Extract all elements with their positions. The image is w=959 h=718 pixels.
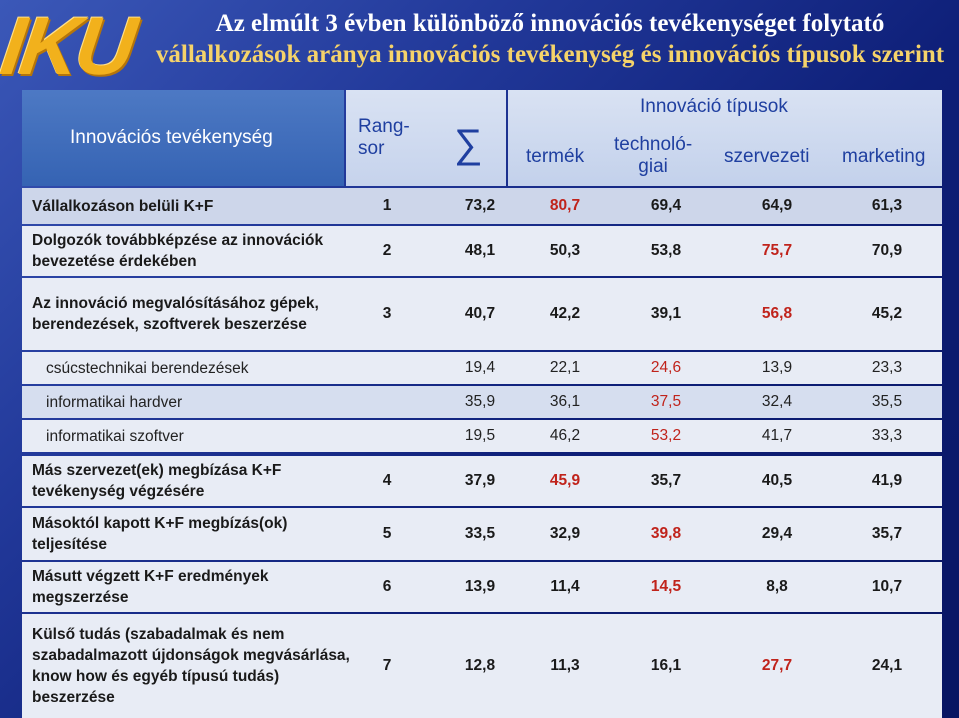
cell-mark: 45,2 bbox=[871, 305, 903, 322]
table-row: Másutt végzett K+F eredmények megszerzés… bbox=[22, 562, 942, 612]
row-label: Másutt végzett K+F eredmények megszerzés… bbox=[32, 568, 269, 606]
table-row: Vállalkozáson belüli K+F 1 73,2 80,7 69,4 64,… bbox=[22, 188, 942, 224]
cell-sum: 73,2 bbox=[464, 197, 496, 214]
cell-mark: 24,1 bbox=[871, 657, 903, 674]
cell-termek: 46,2 bbox=[549, 427, 581, 444]
row-label: Dolgozók továbbképzése az innovációk bev… bbox=[32, 232, 324, 270]
cell-tech: 53,8 bbox=[650, 242, 682, 259]
cell-tech: 14,5 bbox=[650, 578, 682, 595]
cell-termek: 80,7 bbox=[549, 197, 581, 214]
table-row: informatikai szoftver 19,5 46,2 53,2 41,7 33,… bbox=[22, 420, 942, 452]
cell-sum: 13,9 bbox=[464, 578, 496, 595]
cell-sum: 48,1 bbox=[464, 242, 496, 259]
cell-rank: 1 bbox=[382, 197, 392, 214]
cell-szerv: 41,7 bbox=[761, 427, 793, 444]
cell-sum: 19,4 bbox=[464, 359, 496, 376]
cell-sum: 12,8 bbox=[464, 657, 496, 674]
cell-tech: 69,4 bbox=[650, 197, 682, 214]
cell-rank: 7 bbox=[382, 657, 392, 674]
cell-sum: 35,9 bbox=[464, 393, 496, 410]
cell-mark: 61,3 bbox=[871, 197, 903, 214]
cell-szerv: 64,9 bbox=[761, 197, 793, 214]
cell-tech: 35,7 bbox=[650, 472, 682, 489]
cell-termek: 32,9 bbox=[549, 525, 581, 542]
cell-rank: 5 bbox=[382, 525, 392, 542]
cell-szerv: 29,4 bbox=[761, 525, 793, 542]
iku-logo: IKU bbox=[0, 1, 138, 92]
cell-szerv: 27,7 bbox=[761, 657, 793, 674]
cell-szerv: 75,7 bbox=[761, 242, 793, 259]
cell-mark: 35,7 bbox=[871, 525, 903, 542]
cell-termek: 11,3 bbox=[550, 657, 580, 674]
header-activity-cell: Innovációs tevékenység bbox=[22, 90, 344, 186]
cell-rank: 4 bbox=[382, 472, 392, 489]
table-row: Az innováció megvalósításához gépek, ber… bbox=[22, 278, 942, 350]
cell-rank: 2 bbox=[382, 242, 392, 259]
cell-termek: 50,3 bbox=[549, 242, 581, 259]
cell-mark: 41,9 bbox=[871, 472, 903, 489]
cell-rank: 3 bbox=[382, 305, 392, 322]
header-innovation-types: Innováció típusok bbox=[640, 96, 788, 117]
cell-tech: 53,2 bbox=[650, 427, 682, 444]
row-label: Külső tudás (szabadalmak és nem szabadal… bbox=[32, 626, 350, 706]
cell-mark: 35,5 bbox=[871, 393, 903, 410]
cell-szerv: 8,8 bbox=[766, 578, 788, 595]
cell-termek: 36,1 bbox=[549, 393, 581, 410]
row-label: Vállalkozáson belüli K+F bbox=[32, 197, 214, 215]
cell-tech: 39,1 bbox=[650, 305, 682, 322]
cell-sum: 37,9 bbox=[464, 472, 496, 489]
cell-rank bbox=[367, 386, 407, 418]
title-line-2: vállalkozások aránya innovációs tevékeny… bbox=[155, 41, 945, 68]
table-row: csúcstechnikai berendezések 19,4 22,1 24,6 1… bbox=[22, 352, 942, 384]
cell-szerv: 13,9 bbox=[761, 359, 793, 376]
row-label: Másoktól kapott K+F megbízás(ok) teljesí… bbox=[32, 515, 288, 553]
cell-rank bbox=[367, 420, 407, 452]
cell-sum: 33,5 bbox=[464, 525, 496, 542]
table-row: Külső tudás (szabadalmak és nem szabadal… bbox=[22, 614, 942, 718]
cell-mark: 10,7 bbox=[871, 578, 903, 595]
header-technologiai: technoló- giai bbox=[614, 134, 693, 177]
row-label: informatikai szoftver bbox=[46, 427, 184, 445]
table-row: Más szervezet(ek) megbízása K+F tevékeny… bbox=[22, 456, 942, 506]
cell-szerv: 56,8 bbox=[761, 305, 793, 322]
header-types-cell: Innováció típusok termék technoló- giai … bbox=[508, 90, 942, 186]
row-label: csúcstechnikai berendezések bbox=[46, 359, 249, 377]
cell-szerv: 32,4 bbox=[761, 393, 793, 410]
table-row: Másoktól kapott K+F megbízás(ok) teljesí… bbox=[22, 508, 942, 560]
cell-tech: 24,6 bbox=[650, 359, 682, 376]
cell-mark: 23,3 bbox=[871, 359, 903, 376]
cell-termek: 42,2 bbox=[549, 305, 581, 322]
cell-mark: 70,9 bbox=[871, 242, 903, 259]
cell-tech: 16,1 bbox=[650, 657, 682, 674]
row-label: informatikai hardver bbox=[46, 393, 183, 411]
cell-termek: 11,4 bbox=[550, 578, 580, 595]
cell-termek: 22,1 bbox=[549, 359, 581, 376]
header-marketing: marketing bbox=[842, 146, 926, 167]
cell-tech: 39,8 bbox=[650, 525, 682, 542]
header-termek: termék bbox=[526, 146, 585, 167]
cell-szerv: 40,5 bbox=[761, 472, 793, 489]
cell-termek: 45,9 bbox=[549, 472, 581, 489]
row-label: Az innováció megvalósításához gépek, ber… bbox=[32, 295, 319, 333]
row-label: Más szervezet(ek) megbízása K+F tevékeny… bbox=[32, 462, 282, 500]
innovation-table: Innovációs tevékenység Rang- sor ∑ Innov… bbox=[22, 90, 942, 718]
table-row: informatikai hardver 35,9 36,1 37,5 32,4 35,5 bbox=[22, 386, 942, 418]
cell-tech: 37,5 bbox=[650, 393, 682, 410]
header-szervezeti: szervezeti bbox=[724, 146, 810, 167]
cell-rank bbox=[367, 352, 407, 384]
header-activity: Innovációs tevékenység bbox=[70, 127, 273, 148]
header-rank-sum-cell: Rang- sor ∑ bbox=[346, 90, 506, 186]
table-row: Dolgozók továbbképzése az innovációk bev… bbox=[22, 226, 942, 276]
cell-rank: 6 bbox=[382, 578, 392, 595]
cell-sum: 19,5 bbox=[464, 427, 496, 444]
cell-sum: 40,7 bbox=[464, 305, 496, 322]
header-sum-symbol: ∑ bbox=[454, 122, 483, 166]
title-line-1: Az elmúlt 3 évben különböző innovációs t… bbox=[215, 10, 885, 37]
slide-title: Az elmúlt 3 évben különböző innovációs t… bbox=[150, 8, 950, 70]
header-rank: Rang- sor bbox=[358, 116, 410, 159]
cell-mark: 33,3 bbox=[871, 427, 903, 444]
